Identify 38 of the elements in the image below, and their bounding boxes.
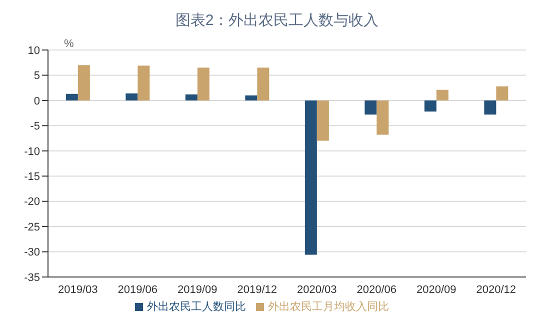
y-tick-label: -25 xyxy=(24,221,40,234)
y-tick-label: -35 xyxy=(24,272,40,284)
x-tick-label: 2019/09 xyxy=(177,284,218,296)
bar xyxy=(424,100,436,112)
x-tick-label: 2020/12 xyxy=(476,284,516,296)
bar xyxy=(304,100,317,255)
y-tick-label: -20 xyxy=(24,196,40,208)
y-tick-label: 0 xyxy=(34,95,40,108)
y-tick-label: -10 xyxy=(24,146,40,158)
x-tick-label: 2020/09 xyxy=(416,284,456,296)
bar xyxy=(316,100,329,141)
chart-title: 图表2：外出农民工人数与收入 xyxy=(174,11,380,31)
bar xyxy=(197,68,210,100)
y-tick-label: -30 xyxy=(24,246,40,259)
bar xyxy=(496,86,508,100)
x-tick-label: 2019/06 xyxy=(118,284,158,296)
legend-label: 外出农民工月均收入同比 xyxy=(268,301,389,313)
y-tick-label: 5 xyxy=(34,70,40,82)
bar xyxy=(376,100,389,135)
x-tick-label: 2019/03 xyxy=(58,284,98,296)
bar xyxy=(484,100,496,115)
bar xyxy=(66,94,78,100)
y-tick-label: 10 xyxy=(28,44,40,57)
bar xyxy=(138,66,150,100)
bar xyxy=(436,90,448,100)
x-tick-label: 2020/06 xyxy=(356,284,397,296)
bar xyxy=(78,65,90,100)
bar xyxy=(257,68,270,100)
legend-label: 外出农民工人数同比 xyxy=(147,301,246,313)
bar xyxy=(126,93,138,100)
y-tick-label: -15 xyxy=(24,171,40,184)
bar xyxy=(364,100,377,115)
y-axis-title: % xyxy=(64,38,74,50)
x-tick-label: 2020/03 xyxy=(296,284,337,296)
bar xyxy=(185,94,198,100)
x-tick-label: 2019/12 xyxy=(237,284,278,296)
bar xyxy=(245,95,258,100)
y-tick-label: -5 xyxy=(30,120,40,133)
